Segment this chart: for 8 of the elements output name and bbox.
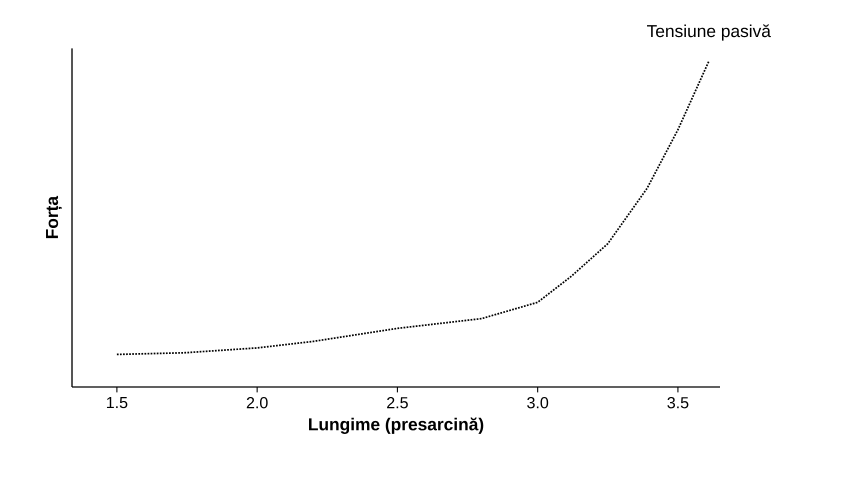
x-tick-label: 3.0 (527, 397, 548, 408)
x-axis-title: Lungime (presarcină) (309, 418, 484, 434)
x-tick-label: 3.5 (667, 397, 688, 408)
x-tick-label: 1.5 (106, 397, 128, 408)
annotation: Tensiune pasivă (647, 24, 771, 41)
y-axis-title: Forța (46, 196, 62, 238)
x-tick-label: 2.0 (246, 397, 268, 408)
x-tick-label: 2.5 (387, 397, 408, 408)
